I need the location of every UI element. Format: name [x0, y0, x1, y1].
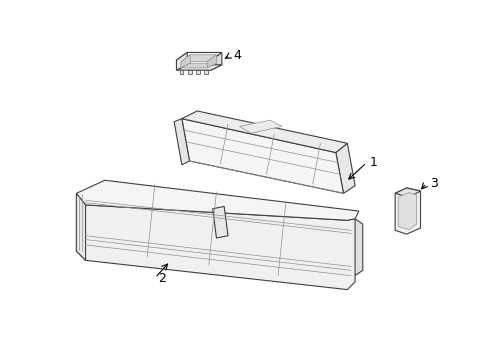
- Polygon shape: [182, 111, 347, 153]
- Text: 2: 2: [158, 271, 166, 284]
- Polygon shape: [347, 219, 363, 289]
- Polygon shape: [240, 120, 282, 133]
- Text: 4: 4: [233, 49, 241, 62]
- Polygon shape: [76, 205, 355, 289]
- Polygon shape: [179, 70, 183, 74]
- Polygon shape: [204, 70, 208, 74]
- Polygon shape: [181, 63, 217, 68]
- Polygon shape: [181, 55, 217, 62]
- Polygon shape: [398, 193, 416, 230]
- Polygon shape: [76, 193, 86, 260]
- Polygon shape: [395, 188, 420, 234]
- Polygon shape: [176, 53, 187, 70]
- Polygon shape: [336, 143, 355, 193]
- Polygon shape: [211, 53, 222, 70]
- Polygon shape: [181, 55, 190, 68]
- Polygon shape: [76, 180, 359, 220]
- Polygon shape: [176, 65, 222, 70]
- Polygon shape: [174, 119, 190, 165]
- Text: 1: 1: [370, 156, 378, 169]
- Polygon shape: [176, 53, 222, 60]
- Polygon shape: [395, 188, 420, 197]
- Text: 3: 3: [430, 177, 438, 190]
- Polygon shape: [213, 206, 228, 238]
- Polygon shape: [182, 119, 343, 193]
- Polygon shape: [196, 70, 200, 74]
- Polygon shape: [207, 55, 217, 68]
- Polygon shape: [188, 70, 192, 74]
